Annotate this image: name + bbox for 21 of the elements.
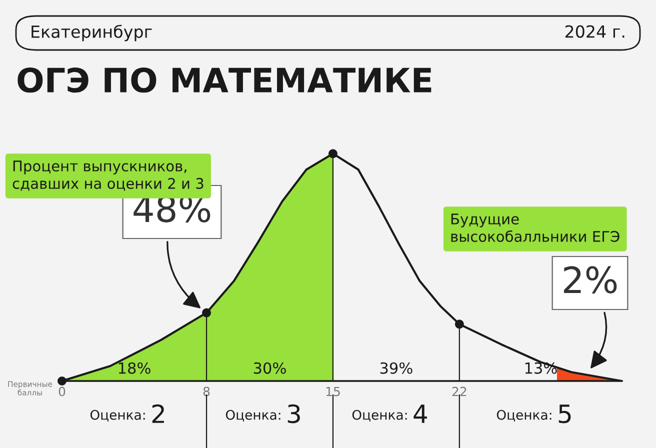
annotation: 39% (380, 362, 412, 374)
x-tick-label: 22 (452, 386, 466, 396)
x-tick-label: 15 (326, 386, 340, 396)
chart-title: ОГЭ ПО МАТЕМАТИКЕ (18, 67, 432, 93)
point (202, 308, 212, 318)
annotation: 2% (564, 266, 617, 294)
annotation: Будущие высокобалльники ЕГЭ (451, 214, 620, 242)
point (454, 320, 464, 329)
chart-subtitle: Екатеринбург (32, 24, 152, 42)
text: Оценка: 3 (226, 404, 300, 424)
text: Оценка: 2 (90, 404, 164, 423)
text: 2024 г. (565, 25, 624, 38)
x-tick-label: 0 (58, 386, 66, 396)
text: Оценка: 5 (496, 404, 571, 424)
x-tick-label: 8 (203, 386, 210, 396)
annotation: 30% (254, 362, 286, 374)
point (328, 149, 338, 158)
text: Оценка: 4 (352, 404, 427, 423)
point (58, 376, 66, 386)
annotation: 18% (118, 362, 150, 374)
annotation: Процент выпускников, сдавших на оценки 2 и 3 (12, 160, 204, 191)
